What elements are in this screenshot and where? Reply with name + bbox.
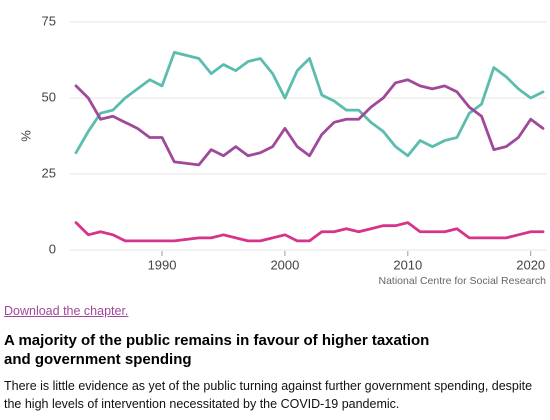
- series-line: [74, 51, 545, 158]
- x-tick-label: 1990: [148, 257, 177, 272]
- y-tick-label: 25: [42, 165, 56, 180]
- download-link[interactable]: Download the chapter.: [4, 304, 129, 318]
- x-tick-label: 2000: [270, 257, 299, 272]
- chart: % National Centre for Social Research 0 2…: [18, 13, 547, 287]
- source: National Centre for Social Research: [379, 275, 547, 287]
- heading: A majority of the public remains in favo…: [4, 332, 430, 368]
- series-line: [74, 78, 545, 167]
- y-tick-label: 50: [42, 89, 56, 104]
- y-axis-label: %: [18, 130, 33, 142]
- y-tick-label: 0: [49, 241, 56, 256]
- x-tick-label: 2010: [393, 257, 422, 272]
- series-line: [74, 221, 545, 243]
- paragraph: There is little evidence as yet of the p…: [4, 379, 533, 411]
- y-tick-label: 75: [42, 13, 56, 28]
- x-tick-label: 2020: [516, 257, 545, 272]
